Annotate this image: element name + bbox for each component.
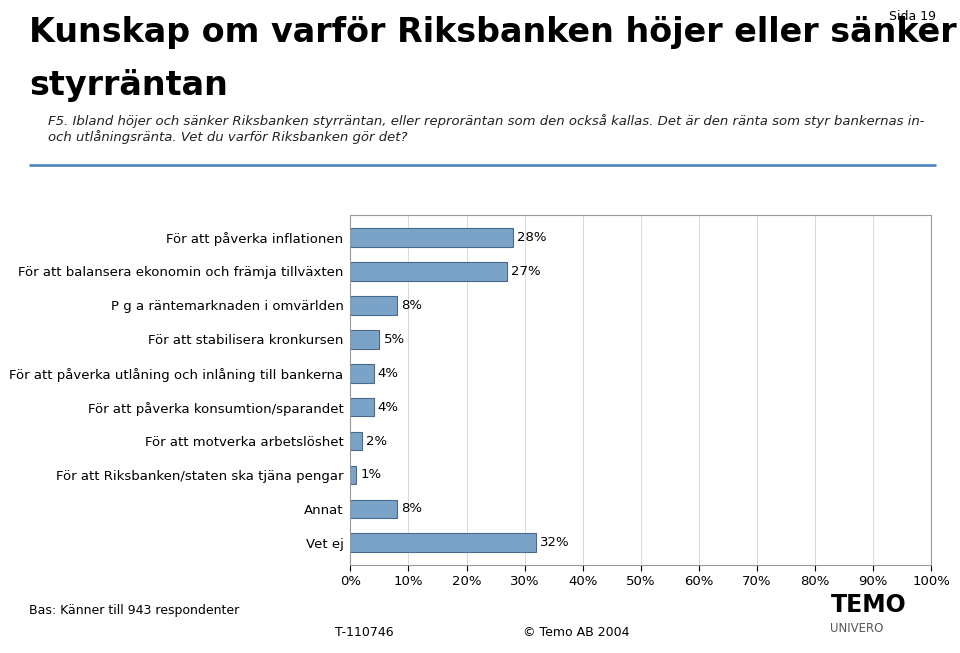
Text: Kunskap om varför Riksbanken höjer eller sänker: Kunskap om varför Riksbanken höjer eller… [29, 16, 956, 50]
Bar [350, 296, 396, 315]
Text: 1%: 1% [360, 468, 381, 481]
Bar [350, 500, 396, 518]
Bar [350, 432, 362, 451]
Text: TEMO: TEMO [830, 593, 906, 617]
Text: 5%: 5% [383, 333, 404, 346]
Text: 4%: 4% [377, 367, 398, 379]
Text: Sida 19: Sida 19 [889, 10, 936, 23]
Text: F5. Ibland höjer och sänker Riksbanken styrräntan, eller reproräntan som den ock: F5. Ibland höjer och sänker Riksbanken s… [48, 114, 924, 144]
Text: 32%: 32% [540, 536, 570, 549]
Bar [350, 398, 373, 417]
Bar [350, 364, 373, 383]
Text: T-110746: T-110746 [335, 626, 395, 639]
Text: Bas: Känner till 943 respondenter: Bas: Känner till 943 respondenter [29, 604, 239, 617]
Bar [350, 534, 537, 552]
Text: UNIVERO: UNIVERO [830, 622, 884, 635]
Bar [350, 262, 507, 281]
Text: 8%: 8% [401, 299, 422, 312]
Bar [350, 466, 356, 485]
Text: 8%: 8% [401, 502, 422, 515]
Text: 27%: 27% [512, 265, 540, 278]
Text: 4%: 4% [377, 401, 398, 413]
Bar [350, 228, 513, 247]
Text: 2%: 2% [366, 434, 387, 447]
Text: 28%: 28% [517, 231, 546, 244]
Bar [350, 330, 379, 349]
Text: © Temo AB 2004: © Temo AB 2004 [523, 626, 629, 639]
Text: styrräntan: styrräntan [29, 69, 228, 102]
